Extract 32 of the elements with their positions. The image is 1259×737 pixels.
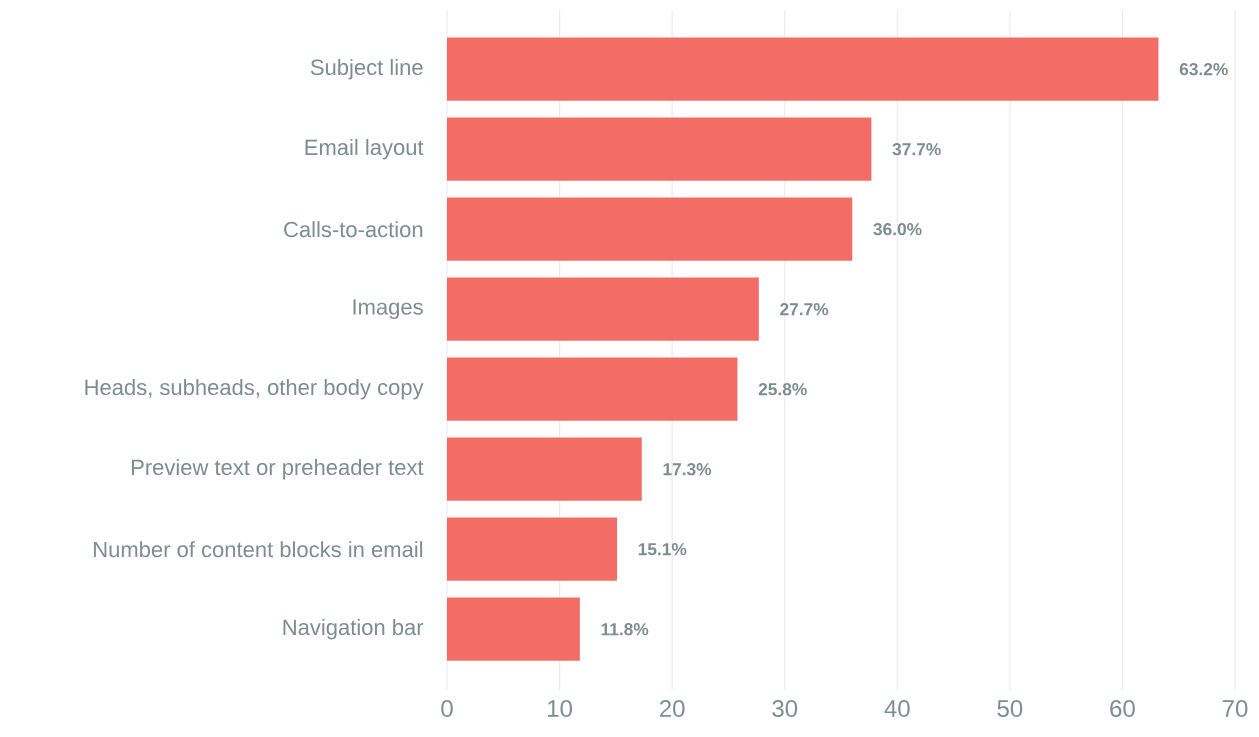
y-tick-label: Navigation bar (283, 618, 424, 640)
y-tick-label: Calls-to-action (284, 221, 423, 238)
data-label: 36.0% (873, 223, 922, 236)
x-tick-label: 20 (660, 700, 685, 718)
data-label: 27.7% (780, 303, 829, 316)
y-tick-label: Preview text or preheader text (131, 458, 424, 480)
y-tick-label: Images (353, 299, 423, 320)
data-label: 37.7% (892, 143, 941, 156)
data-label: 17.3% (663, 463, 712, 476)
bar (447, 277, 759, 341)
y-tick-label: Number of content blocks in email (94, 541, 423, 558)
bar (447, 597, 580, 661)
data-label: 11.8% (601, 623, 649, 636)
x-tick-label: 0 (441, 700, 453, 718)
x-tick-label: 60 (1110, 700, 1135, 718)
y-tick-label: Email layout (305, 138, 424, 160)
bar (447, 197, 853, 261)
data-label: 15.1% (638, 543, 687, 556)
data-label: 25.8% (758, 383, 807, 396)
x-tick-label: 70 (1222, 700, 1248, 718)
bar (447, 37, 1159, 101)
data-label: 63.2% (1179, 63, 1228, 76)
x-tick-label: 50 (997, 700, 1023, 718)
y-tick-label: Subject line (310, 58, 423, 80)
bar (447, 437, 642, 501)
bar (447, 117, 872, 181)
y-tick-label: Heads, subheads, other body copy (85, 378, 424, 400)
bar (447, 357, 738, 421)
x-tick-label: 30 (772, 700, 798, 718)
x-tick-label: 40 (884, 700, 910, 718)
x-tick-label: 10 (548, 700, 572, 718)
bar (447, 517, 617, 581)
